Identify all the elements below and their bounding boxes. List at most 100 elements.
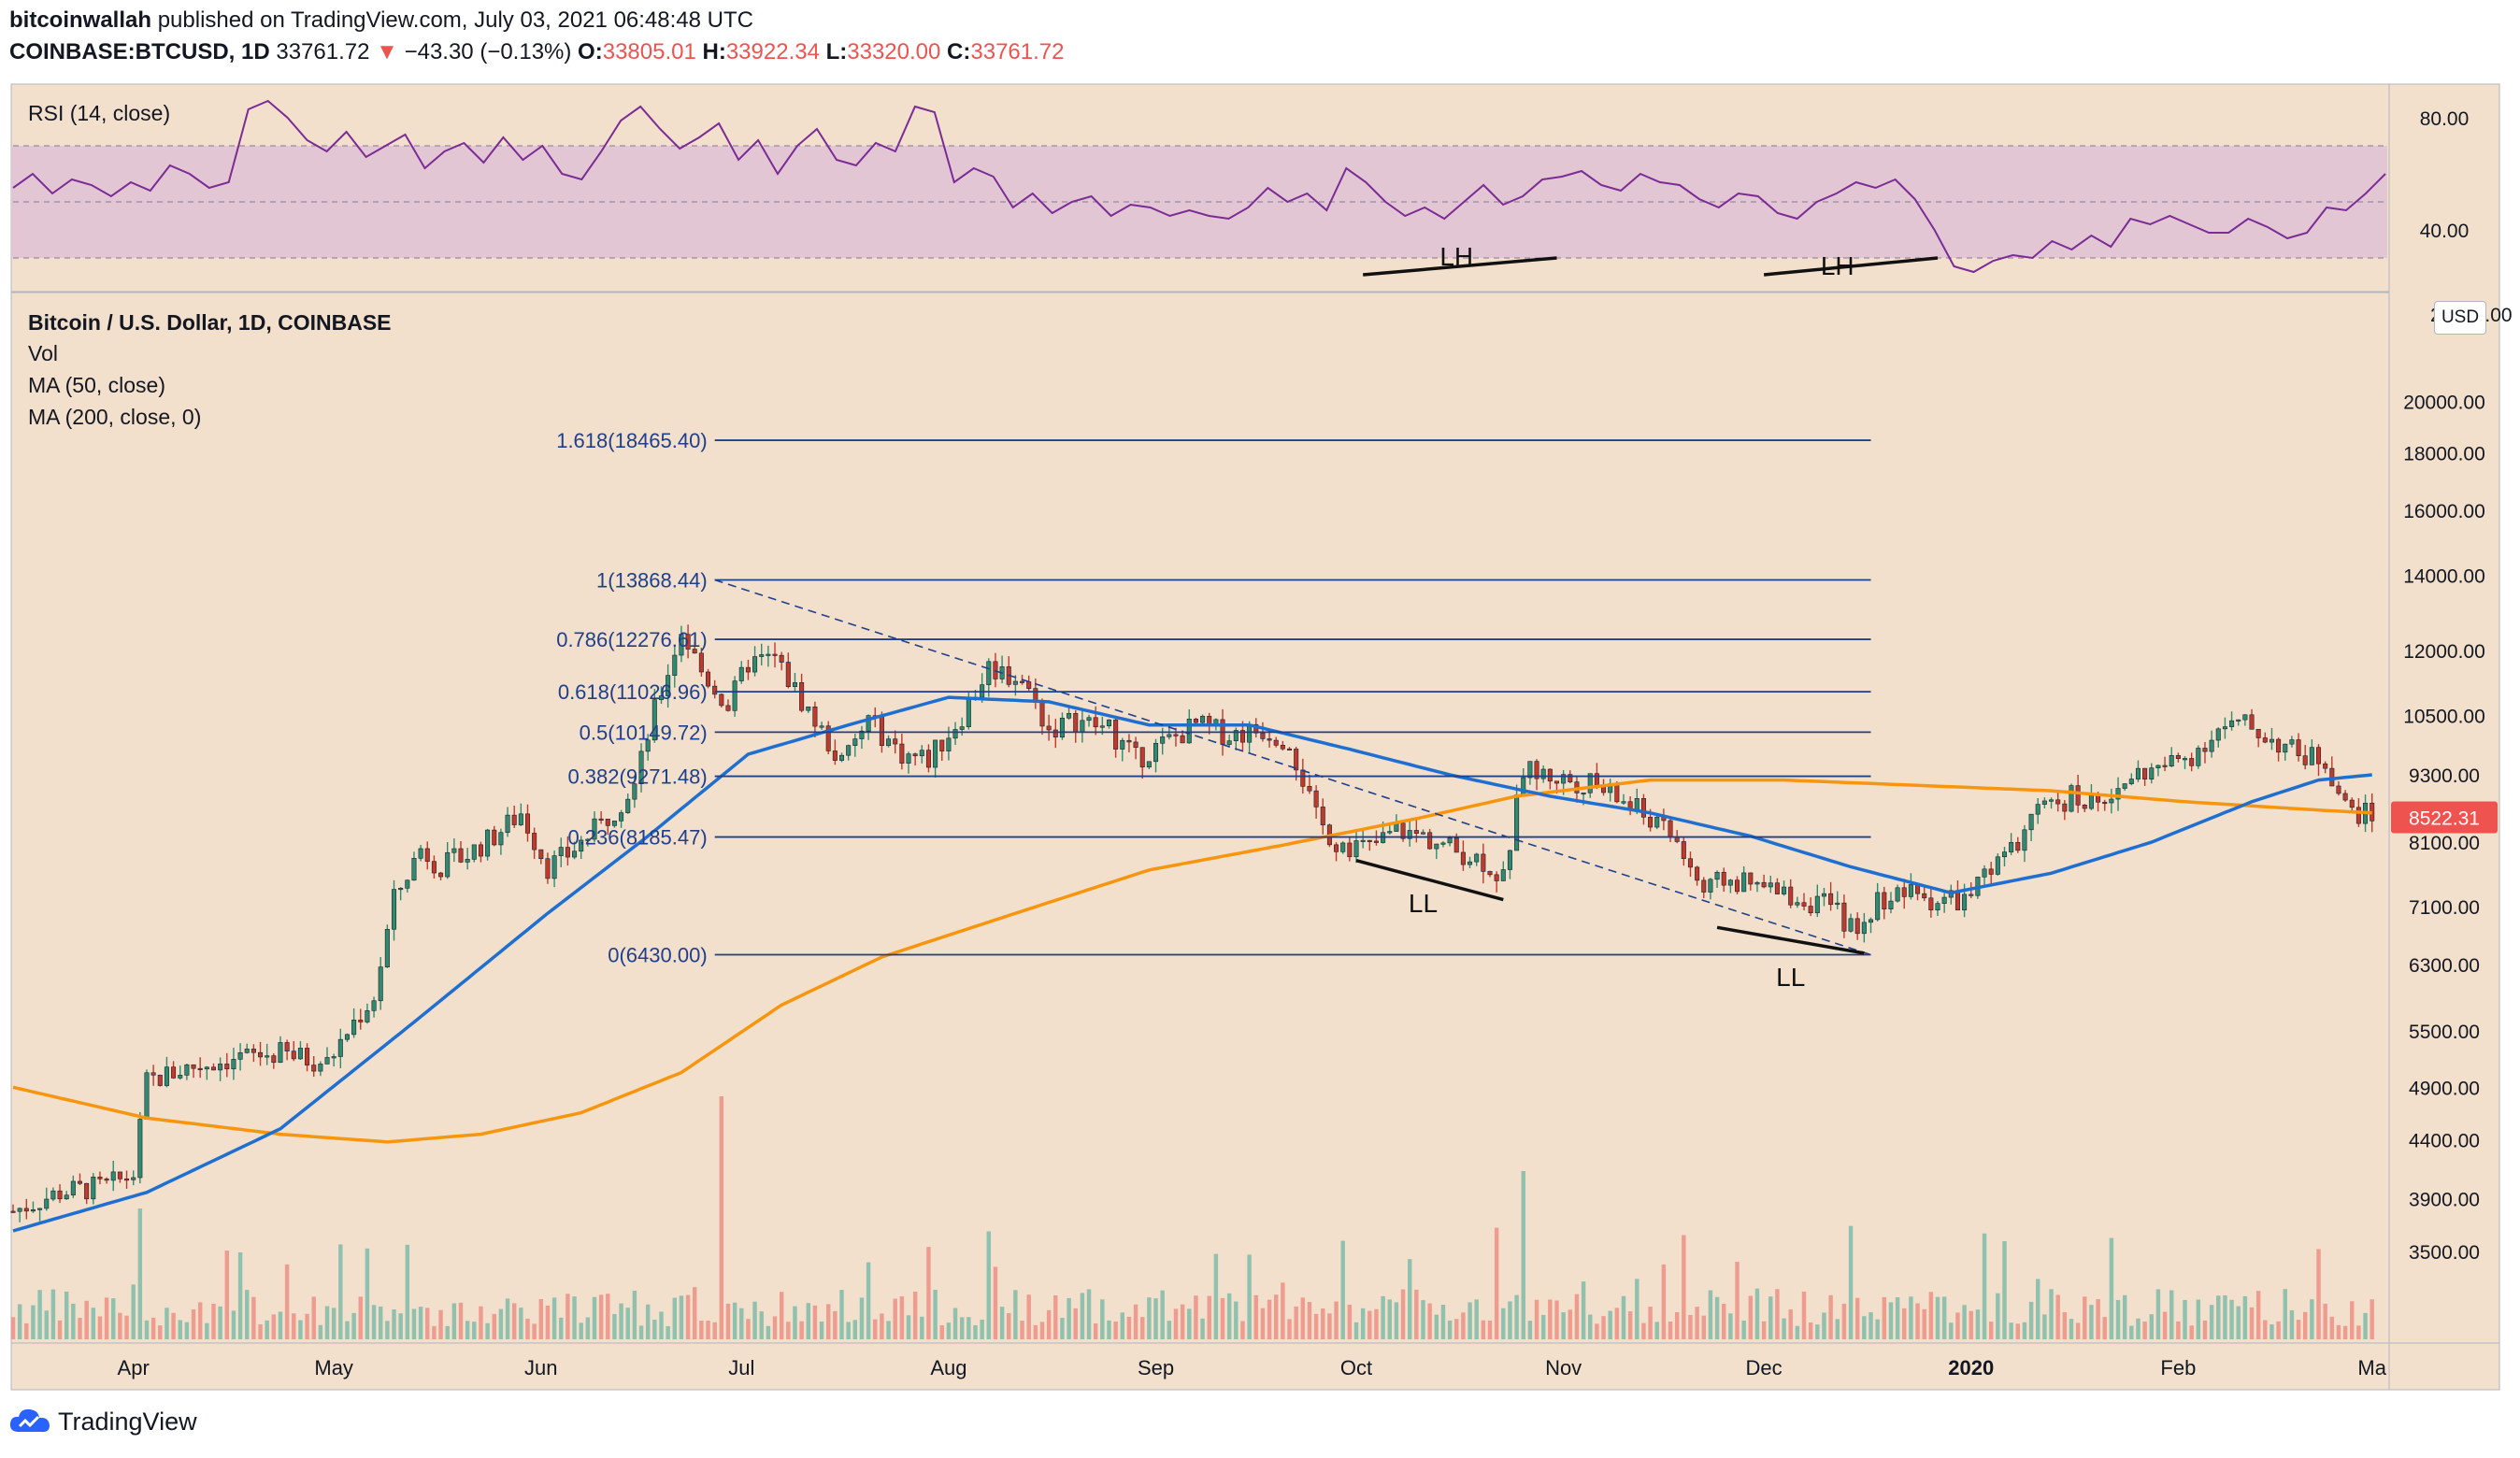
candle-body bbox=[912, 753, 918, 757]
volume-bar bbox=[1949, 1322, 1954, 1339]
legend-vol[interactable]: Vol bbox=[28, 341, 58, 365]
volume-bar bbox=[1200, 1318, 1205, 1339]
volume-bar bbox=[1454, 1319, 1459, 1339]
volume-bar bbox=[2115, 1300, 2121, 1339]
volume-bar bbox=[659, 1311, 664, 1339]
volume-bar bbox=[2169, 1290, 2174, 1339]
volume-bar bbox=[912, 1292, 918, 1339]
volume-bar bbox=[566, 1294, 570, 1339]
volume-bar bbox=[2276, 1321, 2281, 1339]
volume-bar bbox=[485, 1322, 490, 1339]
candle-body bbox=[632, 783, 637, 800]
volume-bar bbox=[2009, 1322, 2013, 1339]
candle-body bbox=[258, 1051, 264, 1058]
volume-bar bbox=[31, 1305, 36, 1339]
volume-bar bbox=[959, 1317, 965, 1339]
volume-bar bbox=[44, 1310, 49, 1339]
candle-body bbox=[2169, 755, 2174, 767]
volume-bar bbox=[1581, 1281, 1586, 1339]
volume-bar bbox=[672, 1297, 677, 1339]
candle-body bbox=[311, 1065, 317, 1072]
volume-bar bbox=[64, 1291, 69, 1339]
author-name[interactable]: bitcoinwallah bbox=[9, 7, 152, 33]
candle-body bbox=[344, 1034, 350, 1040]
legend-ma200[interactable]: MA (200, close, 0) bbox=[28, 405, 201, 429]
candle-body bbox=[204, 1066, 209, 1070]
candle-body bbox=[2189, 758, 2195, 766]
candle-body bbox=[666, 675, 671, 696]
time-axis-label: Apr bbox=[118, 1356, 150, 1379]
ohlc-header: COINBASE:BTCUSD, 1D 33761.72 ▼ −43.30 (−… bbox=[9, 39, 1064, 65]
volume-bar bbox=[1414, 1289, 1419, 1339]
volume-bar bbox=[685, 1294, 691, 1339]
volume-bar bbox=[1240, 1321, 1245, 1339]
candle-body bbox=[1233, 730, 1239, 741]
candle-body bbox=[1353, 840, 1359, 858]
tradingview-logo[interactable]: TradingView bbox=[9, 1406, 197, 1437]
volume-bar bbox=[1955, 1312, 1960, 1339]
volume-bar bbox=[2363, 1312, 2368, 1339]
volume-bar bbox=[1554, 1300, 1559, 1339]
candle-body bbox=[1868, 919, 1874, 923]
rsi-axis-tick: 80.00 bbox=[2420, 108, 2470, 130]
price-axis-tick: 3500.00 bbox=[2409, 1242, 2480, 1264]
volume-bar bbox=[839, 1290, 844, 1339]
candle-body bbox=[738, 666, 744, 681]
candle-body bbox=[351, 1020, 357, 1036]
legend-ma50[interactable]: MA (50, close) bbox=[28, 373, 165, 397]
candle-body bbox=[2109, 798, 2114, 804]
price-axis[interactable] bbox=[2388, 83, 2500, 1344]
candle-body bbox=[1267, 738, 1272, 741]
candle-body bbox=[2249, 714, 2255, 730]
volume-bar bbox=[852, 1320, 858, 1339]
volume-bar bbox=[1614, 1308, 1620, 1339]
chart-title: Bitcoin / U.S. Dollar, 1D, COINBASE bbox=[28, 310, 392, 335]
candle-body bbox=[337, 1038, 343, 1057]
volume-bar bbox=[2323, 1303, 2327, 1339]
volume-bar bbox=[952, 1308, 958, 1339]
time-axis[interactable] bbox=[10, 1342, 2390, 1391]
candle-body bbox=[1547, 768, 1553, 782]
volume-bar bbox=[1775, 1289, 1780, 1339]
volume-bar bbox=[2149, 1314, 2154, 1339]
candle-body bbox=[1554, 780, 1560, 784]
volume-bar bbox=[2223, 1294, 2227, 1339]
volume-bar bbox=[572, 1296, 577, 1339]
candle-body bbox=[104, 1179, 109, 1181]
volume-bar bbox=[1988, 1322, 1994, 1339]
candle-body bbox=[986, 661, 992, 685]
volume-bar bbox=[1882, 1296, 1887, 1339]
price-annotation-ll-1: LL bbox=[1409, 889, 1438, 918]
candle-body bbox=[579, 839, 584, 852]
candle-body bbox=[371, 1000, 377, 1011]
candle-body bbox=[1614, 783, 1620, 803]
volume-bar bbox=[585, 1317, 591, 1339]
volume-bar bbox=[873, 1319, 878, 1339]
candle-body bbox=[1761, 881, 1767, 888]
candle-body bbox=[384, 928, 390, 967]
volume-bar bbox=[1461, 1312, 1466, 1339]
candle-body bbox=[685, 634, 691, 650]
candle-body bbox=[358, 1020, 364, 1022]
candle-body bbox=[2055, 799, 2061, 805]
candle-body bbox=[852, 738, 858, 746]
candle-body bbox=[1073, 713, 1079, 733]
volume-bar bbox=[371, 1305, 377, 1339]
candle-body bbox=[1468, 861, 1473, 865]
candle-body bbox=[164, 1066, 169, 1086]
candle-body bbox=[866, 715, 871, 732]
candle-body bbox=[859, 730, 865, 739]
volume-bar bbox=[1253, 1294, 1258, 1339]
volume-bar bbox=[1140, 1317, 1145, 1339]
candle-body bbox=[2302, 755, 2308, 765]
price-change: −43.30 (−0.13%) bbox=[404, 39, 572, 64]
candle-body bbox=[91, 1177, 96, 1200]
volume-bar bbox=[1654, 1322, 1659, 1339]
currency-badge[interactable]: USD bbox=[2434, 301, 2486, 335]
volume-bar bbox=[245, 1290, 250, 1339]
volume-bar bbox=[1160, 1290, 1165, 1339]
candle-body bbox=[1294, 749, 1299, 771]
candle-body bbox=[832, 750, 838, 761]
volume-bar bbox=[1440, 1304, 1446, 1339]
